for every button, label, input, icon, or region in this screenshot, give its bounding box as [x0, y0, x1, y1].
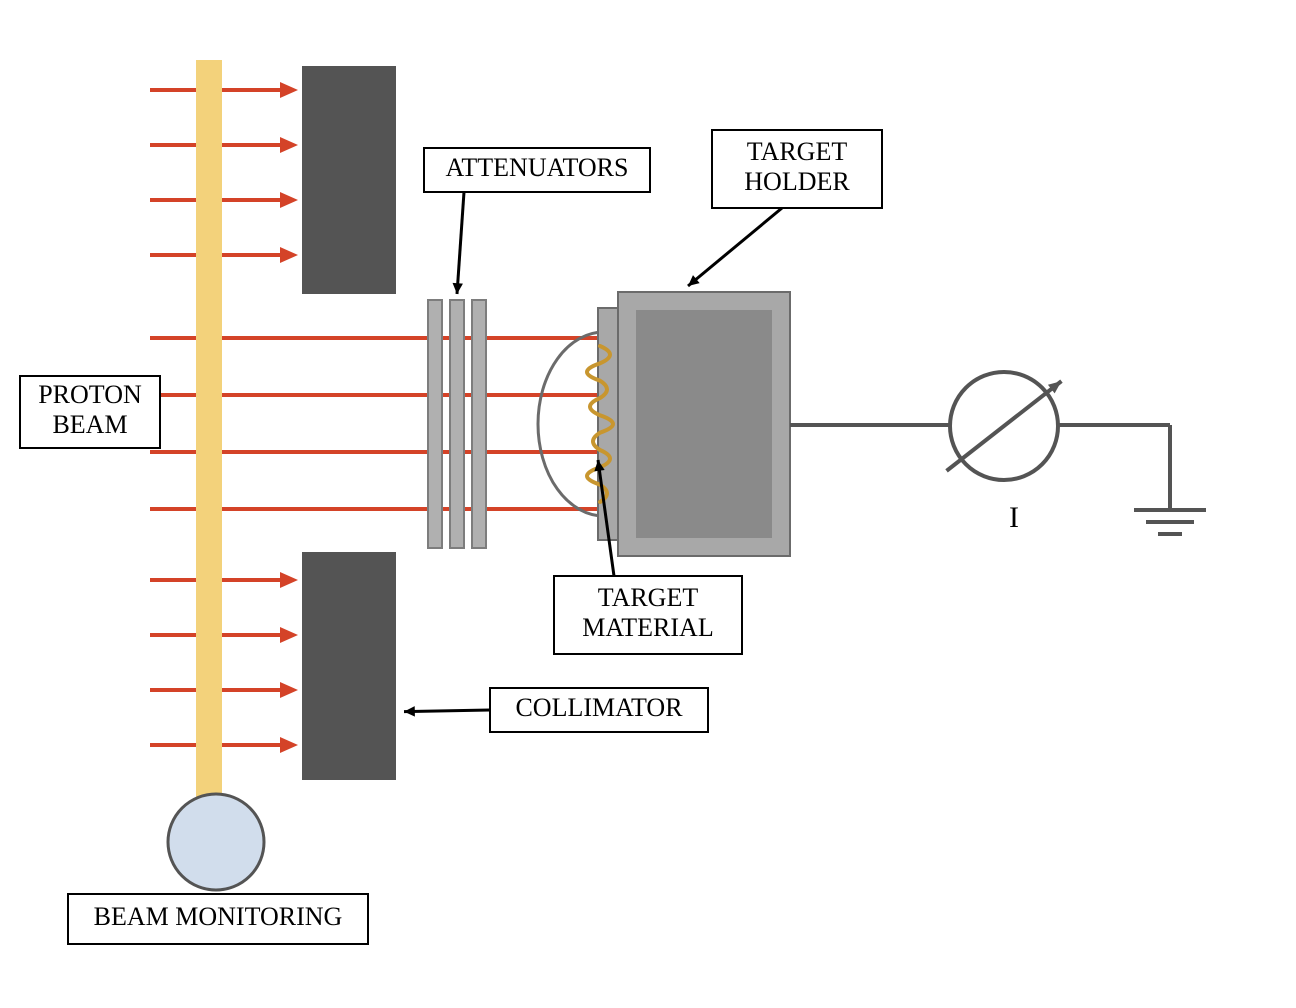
proton-beam-bar [196, 60, 222, 850]
beam-monitor-icon [168, 794, 264, 890]
target-holder-inner [636, 310, 772, 538]
target-material-label-text: TARGET [598, 583, 699, 612]
collimator-bottom [302, 552, 396, 780]
target-holder-label-text: TARGET [747, 137, 848, 166]
attenuator-foil-1 [450, 300, 464, 548]
collimator-arrow [404, 710, 490, 712]
collimator-label-text: COLLIMATOR [515, 693, 683, 722]
beam-monitoring-label-text: BEAM MONITORING [94, 902, 343, 931]
target-material-label-text: MATERIAL [582, 613, 713, 642]
proton-beam-label-text: PROTON [38, 380, 142, 409]
attenuators-label-text: ATTENUATORS [446, 153, 629, 182]
target-holder-label-text: HOLDER [744, 167, 850, 196]
collimator-top [302, 66, 396, 294]
attenuator-foil-2 [472, 300, 486, 548]
proton-beam-label-text: BEAM [52, 410, 127, 439]
current-label: I [1009, 501, 1019, 534]
attenuator-foil-0 [428, 300, 442, 548]
